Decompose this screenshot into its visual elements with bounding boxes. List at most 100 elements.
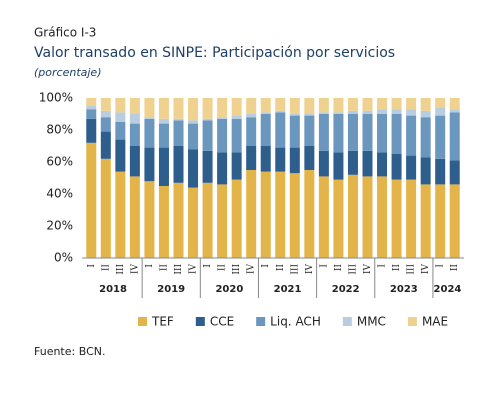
bar-segment — [333, 114, 344, 153]
x-tick-label: III — [174, 264, 184, 275]
group-label: 2020 — [215, 284, 243, 295]
x-tick-label: III — [232, 264, 242, 275]
bar-segment — [333, 112, 344, 114]
legend-label: Liq. ACH — [270, 315, 321, 329]
bar-segment — [115, 112, 126, 122]
bar-segment — [144, 118, 155, 148]
x-tick-label: II — [218, 264, 228, 272]
bar-segment — [377, 176, 388, 258]
bar-segment — [449, 112, 460, 161]
bar-segment — [333, 179, 344, 258]
bar-segment — [188, 187, 199, 258]
bar-segment — [231, 152, 242, 180]
bar-segment — [449, 184, 460, 258]
bar-segment — [173, 146, 184, 183]
x-tick-label: IV — [189, 264, 199, 275]
bar-segment — [86, 142, 97, 258]
bar-segment — [304, 98, 315, 114]
bar-segment — [289, 147, 300, 174]
bar-segment — [377, 98, 388, 110]
bar-segment — [304, 146, 315, 170]
bar-segment — [173, 120, 184, 146]
bar-segment — [362, 98, 373, 111]
source-note: Fuente: BCN. — [34, 345, 105, 358]
bar-segment — [333, 152, 344, 180]
bar-segment — [289, 98, 300, 114]
bar-segment — [202, 182, 213, 258]
bar-segment — [391, 114, 402, 154]
bar-segment — [318, 150, 329, 177]
chart-subtitle: (porcentaje) — [34, 66, 101, 79]
x-tick-label: II — [450, 264, 460, 272]
x-tick-label: II — [276, 264, 286, 272]
bar-segment — [202, 120, 213, 151]
x-tick-label: III — [407, 264, 417, 275]
bar-segment — [449, 160, 460, 185]
bar-segment — [217, 98, 228, 118]
bar-segment — [304, 115, 315, 146]
bar-segment — [347, 98, 358, 111]
bar-segment — [144, 181, 155, 258]
bar-segment — [188, 149, 199, 188]
bar-segment — [202, 98, 213, 119]
y-tick-label: 60% — [46, 155, 73, 169]
bar-segment — [144, 117, 155, 119]
bar-segment — [100, 117, 111, 132]
x-tick-label: III — [116, 264, 126, 275]
x-tick-label: I — [378, 264, 388, 268]
bar-segment — [246, 170, 257, 258]
bar-segment — [275, 147, 286, 172]
bar-segment — [406, 155, 417, 180]
bar-segment — [217, 184, 228, 258]
bar-segment — [406, 179, 417, 258]
x-tick-label: I — [145, 264, 155, 268]
group-label: 2019 — [157, 284, 185, 295]
legend-label: MMC — [357, 315, 386, 329]
x-tick-label: II — [334, 264, 344, 272]
bar-segment — [129, 146, 140, 177]
bar-segment — [435, 98, 446, 108]
bar-segment — [377, 152, 388, 177]
bar-segment — [100, 158, 111, 258]
bar-segment — [435, 107, 446, 116]
bar-segment — [115, 122, 126, 140]
bar-segment — [406, 98, 417, 110]
chart-kicker: Gráfico I-3 — [34, 26, 96, 40]
x-tick-label: IV — [363, 264, 373, 275]
bar-segment — [217, 152, 228, 185]
x-tick-label: I — [87, 264, 97, 268]
bar-segment — [129, 98, 140, 114]
bar-segment — [100, 110, 111, 118]
group-label: 2022 — [332, 284, 360, 295]
bar-segment — [377, 109, 388, 114]
legend-swatch — [407, 317, 417, 326]
bar-segment — [260, 114, 271, 146]
bar-segment — [246, 117, 257, 146]
bar-segment — [435, 184, 446, 258]
y-tick-label: 80% — [46, 123, 73, 137]
bar-segment — [173, 98, 184, 119]
bar-segment — [158, 98, 169, 119]
bar-segment — [144, 147, 155, 182]
bar-segment — [158, 186, 169, 258]
group-label: 2021 — [274, 284, 302, 295]
bar-segment — [435, 158, 446, 185]
bar-segment — [188, 120, 199, 124]
bar-segment — [347, 114, 358, 151]
bar-segment — [173, 118, 184, 121]
bar-segment — [260, 146, 271, 172]
legend-swatch — [256, 317, 266, 326]
bar-segment — [231, 179, 242, 258]
bar-segment — [202, 150, 213, 183]
y-tick-label: 100% — [39, 91, 73, 105]
bar-segment — [144, 98, 155, 118]
bar-segment — [158, 147, 169, 186]
x-tick-label: II — [159, 264, 169, 272]
bar-segment — [129, 114, 140, 124]
bar-segment — [333, 98, 344, 113]
bar-segment — [115, 139, 126, 172]
bar-segment — [362, 150, 373, 177]
bar-segment — [391, 98, 402, 110]
bar-segment — [246, 114, 257, 118]
